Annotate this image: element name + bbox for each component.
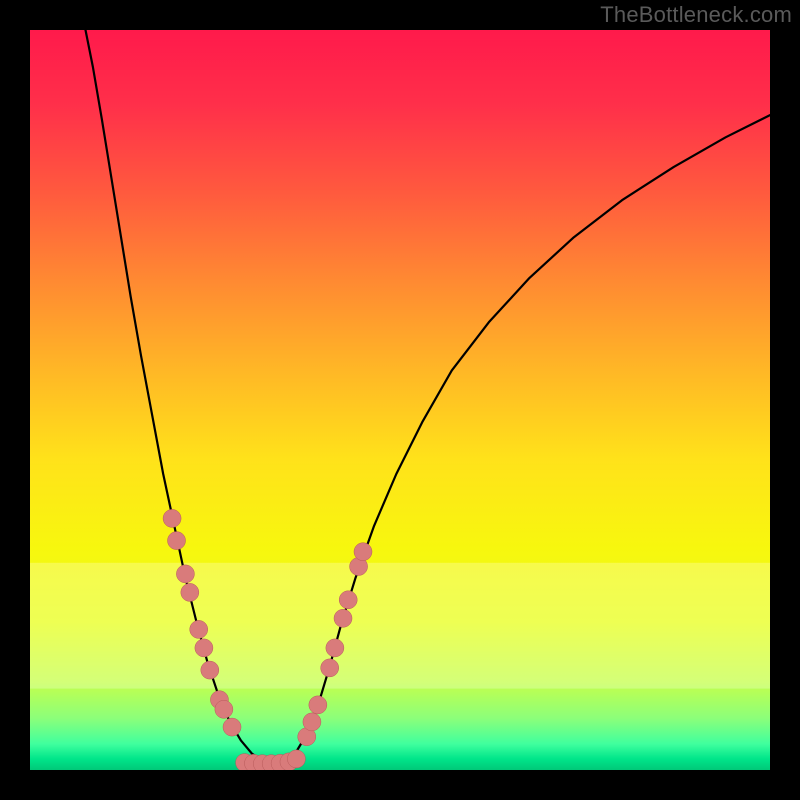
data-marker — [201, 661, 219, 679]
data-marker — [163, 509, 181, 527]
outer-frame — [0, 0, 800, 800]
plot-area — [30, 30, 770, 770]
data-marker — [309, 696, 327, 714]
data-marker — [215, 700, 233, 718]
chart-svg — [30, 30, 770, 770]
data-marker — [339, 591, 357, 609]
data-marker — [195, 639, 213, 657]
data-marker — [168, 532, 186, 550]
watermark-text: TheBottleneck.com — [600, 2, 792, 28]
data-marker — [303, 713, 321, 731]
pale-band — [30, 563, 770, 689]
data-marker — [287, 750, 305, 768]
data-marker — [326, 639, 344, 657]
data-marker — [190, 620, 208, 638]
data-marker — [176, 565, 194, 583]
data-marker — [321, 659, 339, 677]
data-marker — [354, 543, 372, 561]
data-marker — [334, 609, 352, 627]
data-marker — [181, 583, 199, 601]
data-marker — [223, 718, 241, 736]
